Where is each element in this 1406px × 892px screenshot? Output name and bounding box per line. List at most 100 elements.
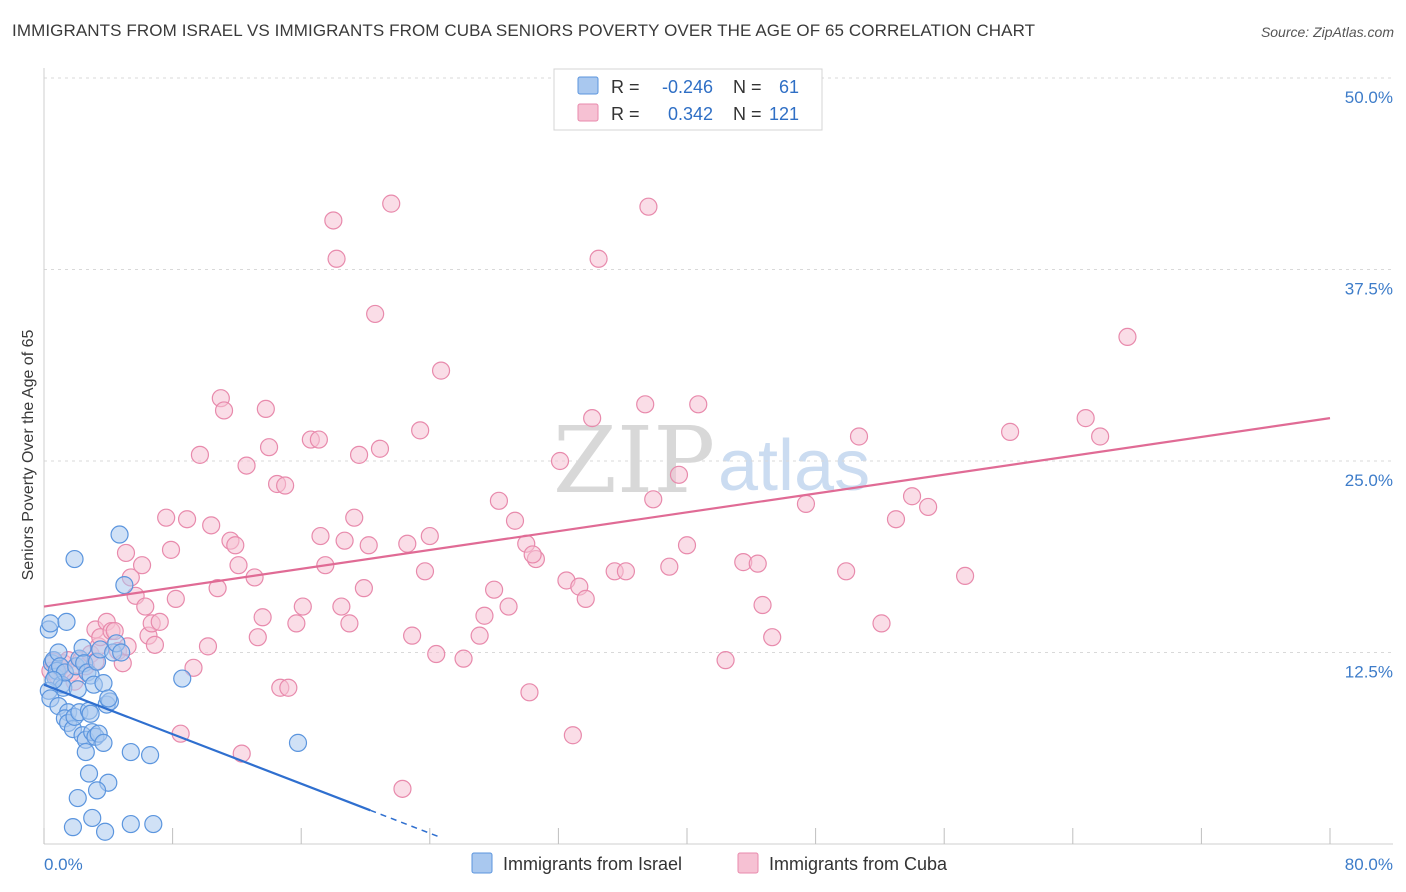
cuba-point bbox=[293, 597, 312, 616]
cuba-point bbox=[523, 545, 542, 564]
y-tick-label: 37.5% bbox=[1345, 280, 1393, 299]
y-tick-label: 12.5% bbox=[1345, 663, 1393, 682]
cuba-point bbox=[354, 579, 373, 598]
cuba-point bbox=[677, 536, 697, 555]
israel-point bbox=[79, 764, 99, 783]
cuba-point bbox=[489, 491, 509, 510]
cuba-point bbox=[366, 304, 385, 324]
chart-title: IMMIGRANTS FROM ISRAEL VS IMMIGRANTS FRO… bbox=[12, 21, 1036, 40]
israel-point bbox=[41, 614, 60, 633]
cuba-point bbox=[475, 606, 494, 625]
israel-point bbox=[112, 643, 131, 662]
cuba-point bbox=[403, 626, 422, 645]
israel-point bbox=[140, 746, 160, 765]
cuba-point bbox=[276, 476, 295, 495]
cuba-point bbox=[382, 194, 401, 213]
cuba-point bbox=[636, 395, 655, 414]
legend-cuba-r-label: R = bbox=[611, 104, 640, 124]
cuba-point bbox=[955, 566, 975, 586]
cuba-point bbox=[259, 438, 279, 457]
cuba-point bbox=[229, 556, 248, 575]
cuba-point bbox=[872, 614, 891, 633]
cuba-point bbox=[415, 562, 435, 581]
cuba-point bbox=[660, 557, 679, 576]
cuba-point bbox=[505, 511, 525, 530]
legend-israel-n-value: 61 bbox=[779, 77, 799, 97]
cuba-point bbox=[837, 562, 856, 581]
cuba-point bbox=[520, 683, 539, 702]
cuba-point bbox=[214, 401, 234, 420]
cuba-point bbox=[335, 531, 354, 550]
y-tick-label: 25.0% bbox=[1345, 471, 1393, 490]
cuba-point bbox=[237, 456, 256, 475]
cuba-point bbox=[411, 421, 430, 440]
israel-point bbox=[87, 781, 107, 800]
legend-cuba-r-value: 0.342 bbox=[668, 104, 713, 124]
cuba-point bbox=[190, 445, 210, 464]
cuba-point bbox=[796, 494, 816, 513]
israel-point bbox=[95, 822, 115, 841]
legend-box bbox=[553, 68, 823, 131]
cuba-point bbox=[849, 427, 869, 446]
cuba-point bbox=[753, 595, 772, 615]
israel-point bbox=[144, 814, 163, 834]
y-axis-label: Seniors Poverty Over the Age of 65 bbox=[20, 330, 37, 581]
cuba-point bbox=[639, 197, 658, 216]
cuba-point bbox=[886, 510, 906, 529]
cuba-point bbox=[393, 779, 412, 798]
cuba-point bbox=[370, 439, 390, 458]
cuba-point bbox=[287, 614, 306, 633]
israel-point bbox=[63, 818, 83, 837]
cuba-point bbox=[161, 540, 181, 559]
cuba-point bbox=[576, 589, 595, 608]
cuba-point bbox=[550, 451, 570, 471]
israel-series bbox=[39, 525, 308, 841]
cuba-point bbox=[150, 612, 169, 631]
cuba-point bbox=[256, 399, 275, 419]
cuba-point bbox=[485, 580, 504, 599]
cuba-point bbox=[145, 635, 165, 654]
x-tick-label-max: 80.0% bbox=[1345, 855, 1393, 874]
bottom-legend-israel-label: Immigrants from Israel bbox=[503, 854, 682, 874]
legend-israel-n-label: N = bbox=[733, 77, 762, 97]
source-credit: Source: ZipAtlas.com bbox=[1260, 24, 1394, 40]
israel-trend-extension bbox=[370, 809, 439, 838]
cuba-point bbox=[563, 726, 582, 745]
cuba-point bbox=[616, 562, 636, 581]
cuba-point bbox=[349, 445, 369, 464]
israel-point bbox=[115, 575, 134, 595]
bottom-legend-cuba-label: Immigrants from Cuba bbox=[769, 854, 948, 874]
cuba-point bbox=[232, 744, 251, 763]
y-tick-labels: 12.5% 25.0% 37.5% 50.0% bbox=[1345, 88, 1393, 682]
israel-point bbox=[110, 525, 129, 544]
israel-point bbox=[99, 689, 118, 708]
legend-cuba-n-value: 121 bbox=[769, 104, 799, 124]
cuba-point bbox=[132, 556, 152, 575]
cuba-point bbox=[398, 534, 417, 553]
x-tick-label-min: 0.0% bbox=[44, 855, 83, 874]
cuba-point bbox=[166, 589, 185, 608]
legend-israel-r-label: R = bbox=[611, 77, 640, 97]
israel-point bbox=[121, 742, 140, 762]
israel-point bbox=[76, 742, 95, 762]
cuba-point bbox=[644, 490, 663, 509]
israel-point bbox=[81, 704, 100, 723]
legend-israel-r-value: -0.246 bbox=[662, 77, 713, 97]
cuba-point bbox=[311, 526, 330, 546]
cuba-point bbox=[359, 536, 378, 555]
cuba-point bbox=[669, 465, 689, 484]
cuba-point bbox=[136, 597, 155, 616]
cuba-point bbox=[248, 628, 267, 647]
cuba-point bbox=[198, 637, 218, 656]
cuba-point bbox=[1001, 422, 1020, 441]
cuba-point bbox=[499, 597, 518, 616]
israel-point bbox=[68, 788, 87, 808]
cuba-point bbox=[340, 614, 359, 633]
israel-point bbox=[57, 612, 76, 631]
cuba-point bbox=[202, 516, 221, 535]
cuba-point bbox=[1091, 427, 1110, 446]
legend-israel-swatch bbox=[577, 76, 599, 95]
cuba-point bbox=[324, 211, 343, 230]
cuba-point bbox=[184, 658, 203, 677]
